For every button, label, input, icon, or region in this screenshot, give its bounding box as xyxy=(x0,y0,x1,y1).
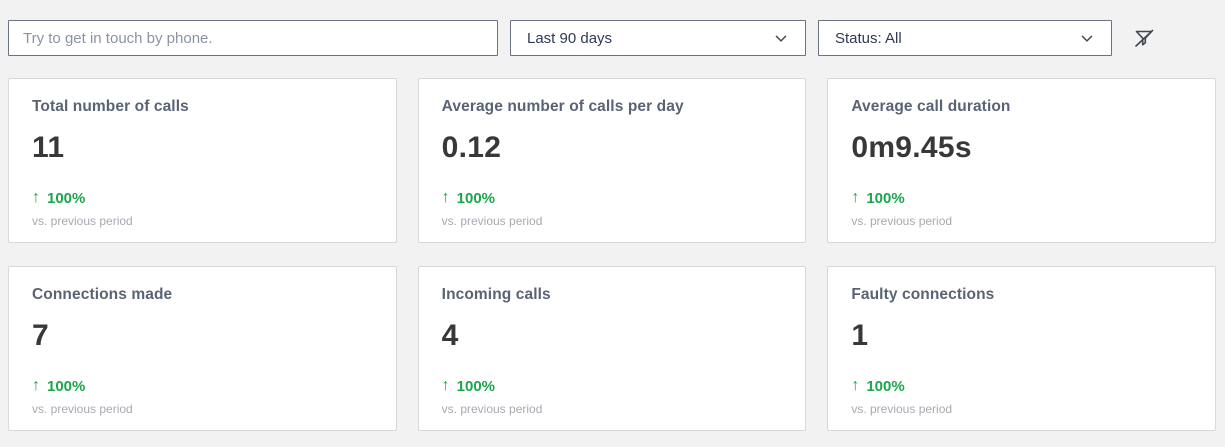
arrow-up-icon: ↑ xyxy=(441,377,450,394)
stat-card-delta-value: 100% xyxy=(47,189,86,207)
chevron-down-icon xyxy=(771,28,791,48)
stat-card-value: 0m9.45s xyxy=(851,131,972,164)
period-dropdown-value: Last 90 days xyxy=(527,29,613,47)
stat-card-delta: ↑ 100% xyxy=(442,189,782,207)
arrow-up-icon: ↑ xyxy=(441,189,450,206)
search-input[interactable] xyxy=(8,20,498,56)
stat-card-total-calls: Total number of calls 11 ↑ 100% vs. prev… xyxy=(8,78,397,243)
stat-card-value: 0.12 xyxy=(441,131,502,164)
status-dropdown-value: Status: All xyxy=(835,29,902,47)
stat-card-value: 1 xyxy=(851,319,869,352)
arrow-up-icon: ↑ xyxy=(851,377,860,394)
filter-toolbar: Last 90 days Status: All xyxy=(8,20,1216,56)
stat-card-avg-call-duration: Average call duration 0m9.45s ↑ 100% vs.… xyxy=(827,78,1216,243)
stat-card-caption: vs. previous period xyxy=(441,402,543,416)
arrow-up-icon: ↑ xyxy=(32,377,40,394)
stat-card-incoming-calls: Incoming calls 4 ↑ 100% vs. previous per… xyxy=(417,266,807,431)
stat-cards-grid: Total number of calls 11 ↑ 100% vs. prev… xyxy=(8,78,1216,431)
arrow-up-icon: ↑ xyxy=(32,189,40,206)
stat-card-delta-value: 100% xyxy=(456,377,496,395)
stat-card-delta-value: 100% xyxy=(456,189,496,207)
stat-card-connections-made: Connections made 7 ↑ 100% vs. previous p… xyxy=(8,266,397,431)
stat-card-avg-calls-per-day: Average number of calls per day 0.12 ↑ 1… xyxy=(417,78,807,243)
stat-card-delta: ↑ 100% xyxy=(32,377,372,395)
period-dropdown[interactable]: Last 90 days xyxy=(510,20,806,56)
stat-card-delta: ↑ 100% xyxy=(851,377,1191,395)
stat-card-caption: vs. previous period xyxy=(32,402,133,416)
stat-card-faulty-connections: Faulty connections 1 ↑ 100% vs. previous… xyxy=(827,266,1216,431)
arrow-up-icon: ↑ xyxy=(851,189,860,206)
stat-card-value: 11 xyxy=(32,131,65,164)
stat-card-caption: vs. previous period xyxy=(851,402,953,416)
chevron-down-icon xyxy=(1077,28,1097,48)
stat-card-delta: ↑ 100% xyxy=(851,189,1191,207)
stat-card-caption: vs. previous period xyxy=(441,214,543,228)
stat-card-delta: ↑ 100% xyxy=(442,377,782,395)
stat-card-title: Average number of calls per day xyxy=(441,98,684,115)
stat-card-title: Average call duration xyxy=(851,98,1011,115)
stat-card-title: Connections made xyxy=(32,286,173,303)
filter-off-icon xyxy=(1132,26,1156,50)
stat-card-delta-value: 100% xyxy=(866,189,905,207)
stat-card-caption: vs. previous period xyxy=(851,214,953,228)
stat-card-value: 7 xyxy=(32,319,49,352)
stat-card-title: Total number of calls xyxy=(32,98,189,115)
stat-card-title: Incoming calls xyxy=(441,286,551,303)
clear-filters-button[interactable] xyxy=(1129,23,1159,53)
status-dropdown[interactable]: Status: All xyxy=(818,20,1112,56)
stat-card-caption: vs. previous period xyxy=(32,214,133,228)
stat-card-delta-value: 100% xyxy=(47,377,86,395)
dashboard-page: Last 90 days Status: All xyxy=(8,20,1216,431)
stat-card-value: 4 xyxy=(441,319,459,352)
stat-card-delta-value: 100% xyxy=(866,377,905,395)
stat-card-delta: ↑ 100% xyxy=(32,189,372,207)
stat-card-title: Faulty connections xyxy=(851,286,995,303)
